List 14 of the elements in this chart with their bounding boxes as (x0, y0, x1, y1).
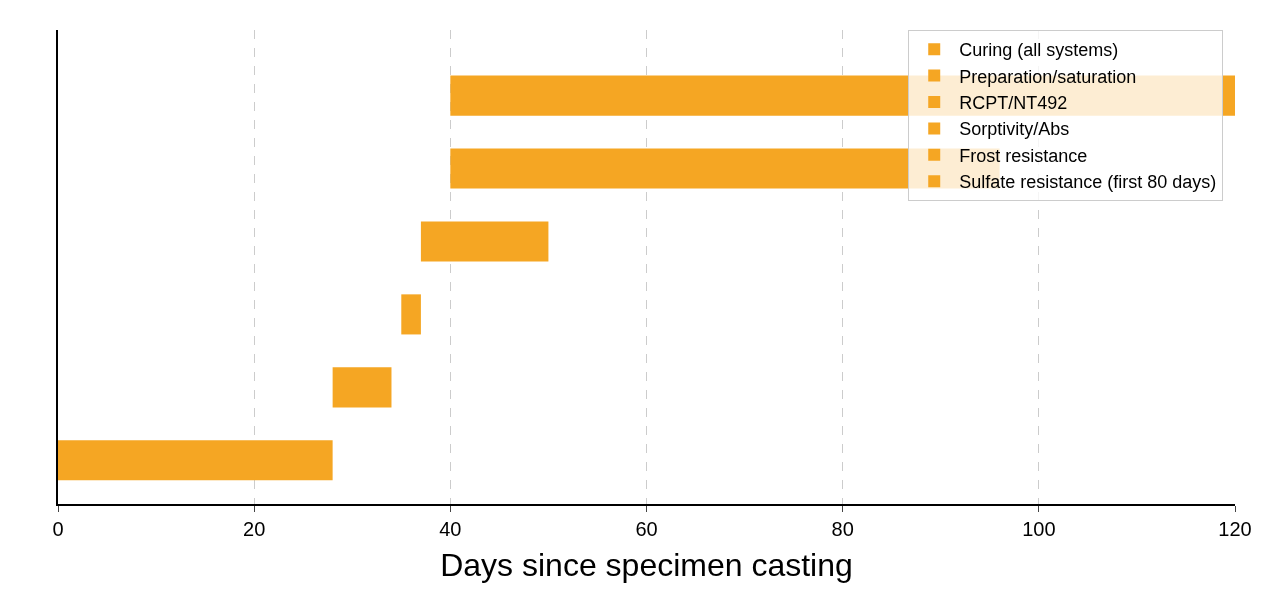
legend-label: Sulfate resistance (first 80 days) (959, 172, 1217, 193)
x-tick-label: 120 (1218, 517, 1252, 540)
x-axis-title: Days since specimen casting (440, 547, 853, 584)
legend-label: Sorptivity/Abs (959, 119, 1070, 140)
x-tick-label: 100 (1022, 517, 1056, 540)
x-tick-label: 40 (439, 517, 462, 540)
legend-label: Preparation/saturation (959, 66, 1137, 87)
legend-label: Frost resistance (959, 145, 1088, 166)
x-tick-label: 60 (635, 517, 658, 540)
x-tick-label: 20 (243, 517, 266, 540)
x-tick-label: 80 (831, 517, 854, 540)
legend-label: RCPT/NT492 (959, 93, 1068, 114)
x-tick-label: 0 (52, 517, 64, 540)
legend-label: Curing (all systems) (959, 40, 1119, 61)
